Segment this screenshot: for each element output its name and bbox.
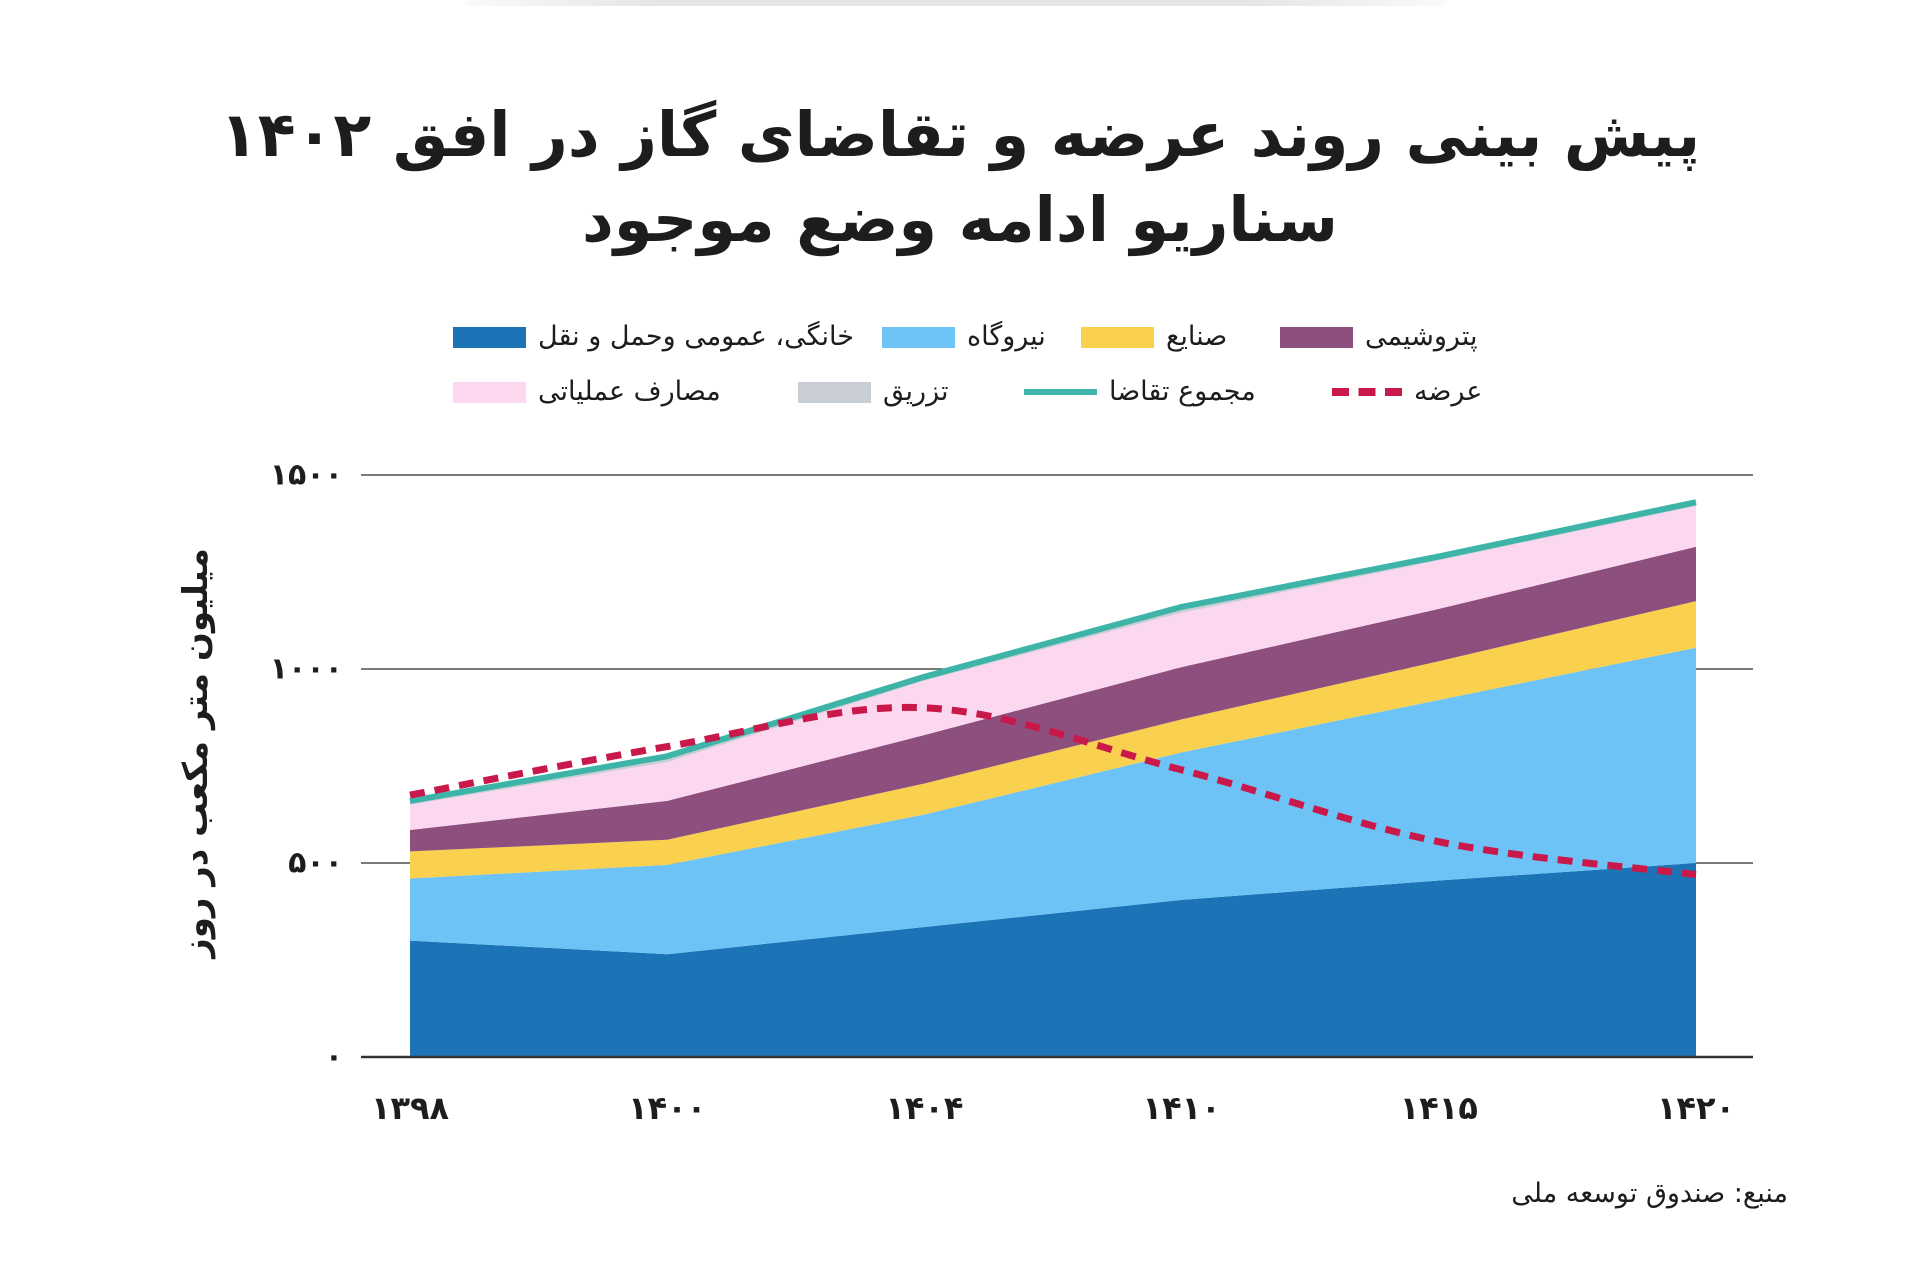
- area-residential-commercial-transport: [410, 863, 1696, 1057]
- legend-item-total-demand: مجموع تقاضا: [1024, 377, 1256, 407]
- x-tick-label: ۱۴۱۵: [1400, 1089, 1478, 1127]
- legend-swatch-petrochemicals: [1280, 326, 1353, 348]
- x-tick-label: ۱۳۹۸: [371, 1089, 450, 1127]
- area-petrochemicals: [410, 546, 1696, 852]
- legend-item-residential: خانگی، عمومی وحمل و نقل: [453, 322, 854, 352]
- legend-label-injection: تزریق: [883, 376, 949, 407]
- legend-swatch-total-demand: [1024, 389, 1097, 395]
- legend-swatch-power-plants: [882, 326, 955, 348]
- legend-item-petrochemicals: پتروشیمی: [1280, 322, 1477, 352]
- legend-item-operational-use: مصارف عملیاتی: [453, 377, 721, 407]
- legend-label-residential: خانگی، عمومی وحمل و نقل: [538, 321, 854, 352]
- area-industries: [410, 601, 1696, 879]
- legend-item-power-plants: نیروگاه: [882, 322, 1046, 352]
- legend-label-power-plants: نیروگاه: [967, 321, 1046, 352]
- y-tick-label: ۵۰۰: [288, 846, 343, 881]
- x-tick-label: ۱۴۲۰: [1657, 1089, 1735, 1127]
- line-supply: [409, 703, 1697, 879]
- source-note: منبع: صندوق توسعه ملی: [1511, 1178, 1788, 1209]
- x-tick-label: ۱۴۰۴: [885, 1089, 963, 1127]
- y-tick-label: ۱۰۰۰: [270, 652, 343, 687]
- area-power-plants: [410, 647, 1696, 955]
- legend-label-supply: عرضه: [1414, 376, 1483, 407]
- legend-label-operational-use: مصارف عملیاتی: [538, 376, 721, 407]
- y-tick-label: ۰: [325, 1040, 343, 1075]
- chart-subtitle: سناریو ادامه وضع موجود: [582, 183, 1338, 256]
- area-injection: [410, 502, 1696, 805]
- y-tick-label: ۱۵۰۰: [270, 458, 343, 493]
- x-tick-label: ۱۴۱۰: [1143, 1089, 1221, 1127]
- legend-item-supply: عرضه: [1332, 377, 1482, 407]
- line-total-demand: [409, 499, 1697, 804]
- legend-swatch-industries: [1081, 326, 1154, 348]
- area-operational-use: [410, 506, 1696, 830]
- top-shadow-bar: [465, 0, 1445, 6]
- legend-swatch-supply: [1332, 388, 1402, 396]
- legend-label-petrochemicals: پتروشیمی: [1365, 321, 1478, 352]
- legend-item-injection: تزریق: [798, 377, 948, 407]
- chart-title: پیش بینی روند عرضه و تقاضای گاز در افق ۱…: [219, 98, 1701, 171]
- legend-swatch-injection: [798, 381, 871, 403]
- x-tick-label: ۱۴۰۰: [628, 1089, 706, 1127]
- legend-swatch-residential: [453, 326, 526, 348]
- y-axis-title: میلیون متر مکعب در روز: [176, 548, 216, 958]
- stacked-areas: [410, 502, 1696, 1057]
- legend-item-industries: صنایع: [1081, 322, 1227, 352]
- legend-swatch-operational-use: [453, 381, 526, 403]
- legend-label-total-demand: مجموع تقاضا: [1109, 376, 1256, 407]
- legend-label-industries: صنایع: [1166, 321, 1228, 352]
